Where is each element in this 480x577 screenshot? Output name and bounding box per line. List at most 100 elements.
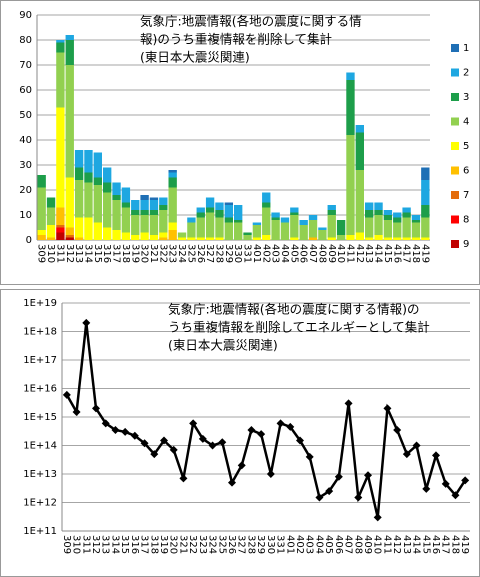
bar-segment	[149, 200, 159, 210]
bar-segment	[411, 222, 421, 238]
y-tick-label: 30	[19, 160, 32, 171]
bar-segment	[365, 237, 374, 240]
bar-segment	[56, 40, 65, 43]
bar-segment	[290, 237, 299, 240]
bar-segment	[234, 220, 243, 223]
marker	[422, 484, 431, 493]
bar-segment	[393, 222, 402, 238]
x-tick-label: 404	[279, 244, 290, 263]
marker	[354, 493, 363, 502]
marker	[296, 436, 304, 445]
bar-segment	[355, 125, 364, 133]
x-tick-label: 412	[354, 244, 365, 263]
marker	[432, 451, 440, 460]
marker	[169, 445, 178, 454]
x-tick-label: 415	[382, 244, 393, 263]
bar-segment	[168, 222, 177, 230]
legend-swatch	[451, 166, 459, 175]
bar-segment	[121, 202, 131, 208]
x-tick-label: 310	[71, 535, 82, 554]
legend-swatch	[451, 215, 459, 224]
marker	[82, 318, 91, 327]
bar-segment	[402, 207, 411, 213]
marker	[393, 425, 402, 434]
bar-segment	[411, 220, 421, 223]
bar-segment	[355, 232, 364, 240]
x-tick-label: 312	[64, 244, 75, 263]
x-tick-label: 319	[158, 535, 169, 554]
x-tick-label: 414	[411, 535, 422, 554]
bar-segment	[252, 225, 262, 238]
x-tick-label: 406	[298, 244, 309, 263]
x-tick-label: 418	[449, 535, 460, 554]
bar-segment	[56, 227, 65, 233]
bar-segment	[374, 235, 383, 240]
bar-segment	[187, 217, 196, 223]
bar-segment	[365, 202, 374, 210]
bar-segment	[205, 212, 215, 238]
chart-title: うち重複情報を削除してエネルギーとして集計	[168, 320, 430, 335]
bar-segment	[149, 197, 159, 200]
bar-segment	[65, 40, 74, 65]
legend-swatch	[451, 44, 459, 52]
bar-segment	[308, 220, 318, 238]
x-tick-label: 402	[260, 244, 271, 263]
bar-segment	[383, 210, 393, 215]
bar-segment	[262, 207, 271, 235]
bar-segment	[93, 152, 102, 178]
x-tick-label: 412	[391, 535, 402, 554]
bar-segment	[327, 210, 336, 215]
x-tick-label: 331	[275, 535, 286, 554]
legend-swatch	[451, 191, 459, 199]
bar-segment	[159, 210, 168, 233]
bar-segment	[187, 237, 196, 240]
bar-segment	[168, 170, 177, 173]
x-tick-label: 309	[36, 244, 47, 263]
x-tick-label: 329	[255, 535, 266, 554]
x-tick-label: 326	[195, 244, 206, 263]
bar-segment	[290, 212, 299, 215]
x-tick-label: 330	[265, 535, 276, 554]
marker	[451, 491, 460, 500]
x-tick-label: 311	[80, 535, 91, 554]
bar-segment	[65, 237, 74, 240]
bar-segment	[365, 210, 374, 218]
y-tick-label: 1E+19	[23, 298, 57, 309]
bar-segment	[262, 235, 271, 240]
bar-segment	[365, 217, 374, 238]
x-tick-label: 327	[204, 244, 215, 263]
bar-segment	[393, 212, 402, 218]
bar-segment	[215, 237, 224, 240]
x-tick-label: 419	[419, 244, 430, 263]
legend-label: 3	[463, 92, 469, 103]
bar-segment	[224, 202, 233, 205]
y-tick-label: 70	[19, 60, 32, 71]
x-tick-label: 403	[304, 535, 315, 554]
bar-segment	[327, 215, 336, 238]
bar-segment	[336, 220, 346, 235]
legend-label: 5	[463, 141, 469, 152]
y-tick-label: 1E+16	[23, 384, 57, 395]
bar-segment	[290, 207, 299, 213]
bar-segment	[121, 232, 131, 240]
legend-swatch	[451, 93, 459, 101]
x-tick-label: 404	[313, 535, 324, 554]
marker	[130, 431, 139, 440]
legend-label: 7	[463, 190, 469, 201]
bar-segment	[421, 180, 430, 205]
x-tick-label: 319	[129, 244, 140, 263]
bar-segment	[421, 217, 430, 238]
bar-segment	[327, 205, 336, 210]
bar-segment	[187, 222, 196, 238]
y-tick-label: 10	[19, 210, 32, 221]
marker	[62, 390, 71, 399]
bar-segment	[234, 222, 243, 240]
bar-segment	[374, 210, 383, 215]
y-tick-label: 20	[19, 185, 32, 196]
legend-swatch	[451, 240, 459, 248]
x-tick-label: 410	[372, 535, 383, 554]
x-tick-label: 320	[139, 244, 150, 263]
y-tick-label: 60	[19, 85, 32, 96]
bar-segment	[215, 217, 224, 238]
y-tick-label: 90	[19, 10, 32, 21]
